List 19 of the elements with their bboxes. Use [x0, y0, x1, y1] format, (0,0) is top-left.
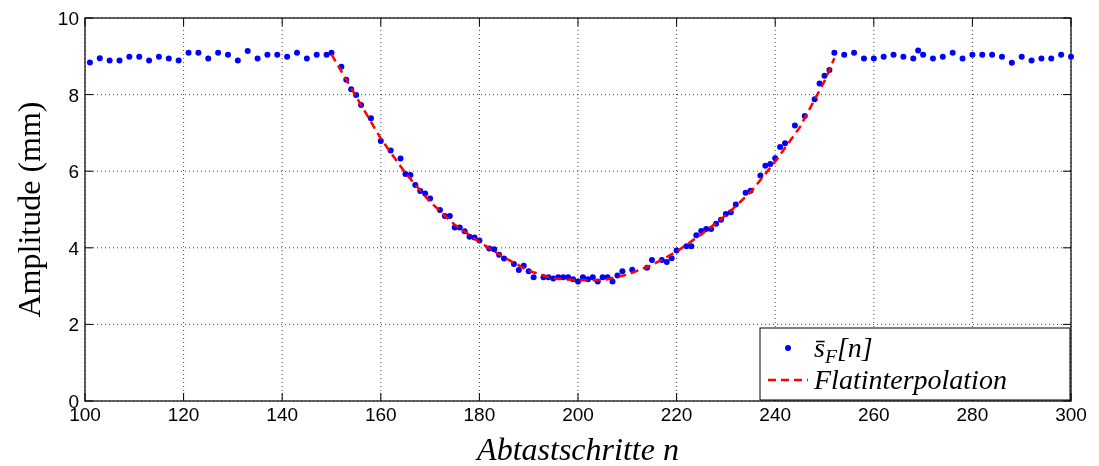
y-tick-label: 2 [68, 314, 79, 336]
x-axis-title: Abtastschritte n [475, 431, 679, 466]
x-tick-label: 160 [364, 404, 397, 425]
x-tick-label: 300 [1055, 404, 1087, 425]
legend-label: Flatinterpolation [813, 364, 1007, 395]
x-tick-label: 220 [660, 404, 693, 425]
x-tick-label: 280 [956, 404, 989, 425]
x-tick-label: 240 [759, 404, 792, 425]
x-tick-label: 140 [266, 404, 299, 425]
x-tick-label: 180 [463, 404, 496, 425]
y-tick-label: 4 [68, 237, 80, 259]
x-tick-label: 200 [562, 404, 594, 425]
y-axis-title: Amplitude (mm) [11, 101, 47, 318]
x-tick-label: 260 [857, 404, 890, 425]
x-tick-label: 120 [167, 404, 200, 425]
y-tick-label: 8 [68, 84, 79, 106]
y-tick-label: 10 [57, 8, 79, 29]
legend-label: s̄$_{F}$[n] [814, 332, 873, 367]
y-tick-label: 6 [68, 161, 79, 183]
